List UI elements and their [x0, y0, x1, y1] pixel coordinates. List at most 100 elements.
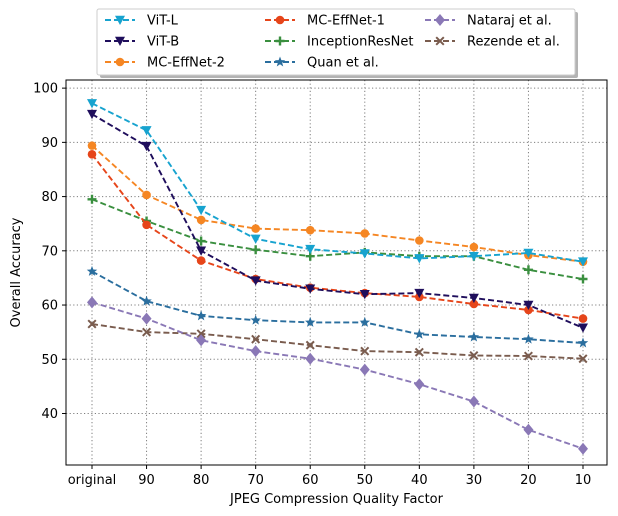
data-point — [87, 319, 97, 329]
data-point — [87, 194, 97, 204]
legend-marker — [274, 56, 286, 67]
data-point — [414, 347, 424, 357]
data-point — [86, 265, 98, 276]
data-point — [87, 141, 97, 150]
y-axis-label: Overall Accuracy — [9, 217, 24, 327]
x-tick-label: 60 — [302, 473, 319, 488]
data-point — [196, 329, 206, 339]
data-point — [359, 289, 370, 300]
data-point — [251, 245, 261, 255]
legend-item-mc-effnet-1: MC-EffNet-1 — [265, 14, 385, 29]
data-point — [196, 334, 207, 347]
data-point — [250, 234, 261, 244]
series-group — [86, 99, 589, 455]
data-point — [414, 288, 425, 299]
data-point — [468, 331, 480, 342]
legend-label: MC-EffNet-2 — [147, 56, 225, 71]
data-point — [469, 242, 479, 252]
legend-item-vit-l: ViT-L — [105, 14, 179, 29]
data-point — [578, 314, 588, 323]
data-point — [141, 295, 152, 306]
data-point — [359, 249, 370, 259]
legend-item-vit-b: ViT-B — [105, 35, 179, 50]
series-nataraj-et-al — [87, 296, 588, 455]
data-point — [251, 334, 261, 344]
data-point — [414, 254, 425, 264]
series-line — [91, 323, 584, 360]
series-line — [91, 270, 584, 344]
x-tick-label: 90 — [138, 473, 155, 488]
data-point — [578, 274, 588, 284]
y-tick-label: 100 — [33, 82, 58, 97]
data-point — [196, 205, 207, 216]
data-point — [359, 316, 371, 327]
x-axis-label: JPEG Compression Quality Factor — [229, 492, 444, 507]
data-point — [141, 141, 152, 152]
data-point — [305, 284, 316, 294]
data-point — [141, 312, 152, 325]
data-point — [578, 323, 588, 333]
y-tick-label: 50 — [41, 353, 58, 368]
legend-label: InceptionResNet — [307, 35, 413, 50]
data-point — [468, 251, 479, 262]
x-tick-label: 10 — [575, 473, 592, 488]
data-point — [250, 314, 261, 325]
legend-box — [96, 8, 576, 76]
data-point — [523, 333, 534, 344]
plot-frame — [65, 79, 608, 466]
legend-marker — [275, 36, 285, 46]
y-axis: 40 50 60 70 80 90 100 — [33, 82, 66, 422]
legend: ViT-L ViT-B MC-EffNet-2 MC-EffNet-1 Inceptio… — [96, 8, 578, 78]
y-tick-label: 90 — [41, 136, 58, 151]
data-point — [360, 229, 370, 238]
data-point — [141, 126, 152, 136]
series-quan-et-al — [86, 265, 589, 348]
data-point — [469, 350, 479, 360]
data-point — [523, 248, 534, 258]
x-tick-label: 30 — [466, 473, 483, 488]
series-line — [91, 301, 584, 450]
legend-label: Quan et al. — [307, 56, 379, 71]
y-tick-label: 60 — [41, 299, 58, 314]
data-point — [142, 190, 151, 200]
data-point — [196, 236, 206, 246]
data-point — [469, 299, 479, 309]
data-point — [578, 257, 588, 267]
series-vit-b — [87, 109, 588, 333]
series-line — [91, 198, 584, 280]
data-point — [523, 265, 533, 275]
data-point — [578, 442, 588, 455]
x-tick-label: original — [68, 473, 117, 488]
data-point — [414, 378, 425, 391]
x-tick-label: 50 — [357, 473, 374, 488]
legend-label: ViT-L — [147, 14, 179, 29]
data-point — [87, 109, 97, 120]
data-point — [195, 310, 207, 321]
data-point — [87, 149, 97, 159]
series-line — [91, 153, 584, 320]
data-point — [468, 395, 479, 408]
series-vit-l — [87, 99, 588, 267]
data-point — [468, 293, 479, 303]
series-line — [91, 144, 584, 263]
legend-label: Rezende et al. — [467, 35, 560, 50]
x-tick-label: 20 — [520, 473, 537, 488]
data-point — [142, 220, 151, 230]
data-point — [577, 337, 589, 348]
series-rezende-et-al — [87, 319, 588, 364]
x-tick-label: 80 — [193, 473, 210, 488]
data-point — [250, 276, 261, 286]
data-point — [415, 236, 424, 245]
legend-item-nataraj-et-al: Nataraj et al. — [425, 14, 552, 29]
data-point — [304, 316, 316, 327]
data-point — [523, 300, 534, 311]
series-mc-effnet-1 — [87, 149, 588, 323]
x-axis: original 90 80 70 60 50 40 30 20 10 — [68, 465, 592, 488]
data-point — [87, 99, 97, 109]
legend-label: MC-EffNet-1 — [307, 14, 385, 29]
series-line — [91, 102, 584, 263]
legend-marker — [435, 14, 445, 26]
data-point — [523, 423, 534, 436]
x-tick-label: 70 — [247, 473, 264, 488]
